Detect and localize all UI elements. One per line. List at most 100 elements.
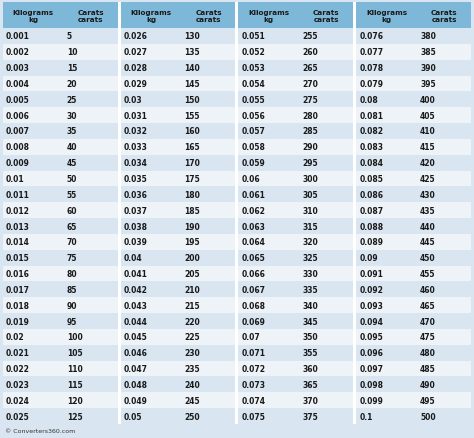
Text: 185: 185: [184, 206, 201, 215]
Text: 0.032: 0.032: [124, 127, 147, 136]
Text: © Converters360.com: © Converters360.com: [5, 428, 75, 434]
Text: 0.022: 0.022: [6, 364, 30, 373]
Bar: [121, 124, 236, 140]
Text: 0.059: 0.059: [241, 159, 265, 168]
Bar: [118, 3, 121, 424]
Bar: [3, 392, 118, 408]
Bar: [356, 45, 471, 60]
Text: Kilograms
kg: Kilograms kg: [366, 10, 407, 22]
Text: 485: 485: [420, 364, 436, 373]
Bar: [356, 234, 471, 250]
Text: 80: 80: [67, 269, 77, 279]
Bar: [238, 45, 353, 60]
Bar: [238, 329, 353, 345]
Text: 145: 145: [184, 80, 200, 89]
Bar: [356, 60, 471, 76]
Text: 0.09: 0.09: [359, 254, 378, 262]
Text: 0.088: 0.088: [359, 222, 383, 231]
Text: 240: 240: [184, 380, 201, 389]
Text: 0.026: 0.026: [124, 32, 147, 41]
Bar: [3, 155, 118, 171]
Text: 440: 440: [420, 222, 436, 231]
Text: 0.016: 0.016: [6, 269, 30, 279]
Text: 195: 195: [184, 238, 200, 247]
Text: 0.083: 0.083: [359, 143, 383, 152]
Text: 0.049: 0.049: [124, 396, 147, 405]
Text: 445: 445: [420, 238, 436, 247]
Text: 55: 55: [67, 191, 77, 199]
Text: 345: 345: [302, 317, 318, 326]
Bar: [121, 329, 236, 345]
Text: 0.087: 0.087: [359, 206, 383, 215]
Text: 315: 315: [302, 222, 318, 231]
Text: Kilograms
kg: Kilograms kg: [13, 10, 54, 22]
Text: 305: 305: [302, 191, 318, 199]
Text: 0.051: 0.051: [241, 32, 265, 41]
Text: 0.064: 0.064: [241, 238, 265, 247]
Bar: [121, 3, 236, 29]
Text: 0.028: 0.028: [124, 64, 148, 73]
Bar: [121, 29, 236, 45]
Bar: [121, 282, 236, 297]
Bar: [238, 392, 353, 408]
Bar: [356, 408, 471, 424]
Bar: [3, 76, 118, 92]
Bar: [238, 408, 353, 424]
Bar: [121, 140, 236, 155]
Text: 75: 75: [67, 254, 77, 262]
Bar: [121, 266, 236, 282]
Text: 0.024: 0.024: [6, 396, 30, 405]
Bar: [356, 124, 471, 140]
Bar: [121, 171, 236, 187]
Text: 0.01: 0.01: [6, 175, 25, 184]
Text: Kilograms
kg: Kilograms kg: [248, 10, 290, 22]
Text: 0.038: 0.038: [124, 222, 148, 231]
Text: 35: 35: [67, 127, 77, 136]
Text: 85: 85: [67, 285, 77, 294]
Bar: [121, 314, 236, 329]
Text: 0.018: 0.018: [6, 301, 30, 310]
Text: 425: 425: [420, 175, 436, 184]
Text: 370: 370: [302, 396, 318, 405]
Text: 0.061: 0.061: [241, 191, 265, 199]
Text: 0.015: 0.015: [6, 254, 30, 262]
Text: 180: 180: [184, 191, 201, 199]
Bar: [3, 60, 118, 76]
Text: 70: 70: [67, 238, 77, 247]
Bar: [121, 345, 236, 361]
Text: 295: 295: [302, 159, 318, 168]
Bar: [356, 92, 471, 108]
Text: 235: 235: [184, 364, 200, 373]
Bar: [356, 187, 471, 203]
Text: 50: 50: [67, 175, 77, 184]
Bar: [238, 140, 353, 155]
Text: 285: 285: [302, 127, 318, 136]
Text: 0.07: 0.07: [241, 332, 260, 342]
Text: 170: 170: [184, 159, 201, 168]
Text: 105: 105: [67, 348, 82, 357]
Text: 0.073: 0.073: [241, 380, 265, 389]
Text: Carats
carats: Carats carats: [195, 10, 222, 22]
Text: 470: 470: [420, 317, 436, 326]
Text: 0.062: 0.062: [241, 206, 265, 215]
Bar: [3, 297, 118, 314]
Bar: [238, 282, 353, 297]
Bar: [238, 92, 353, 108]
Bar: [3, 140, 118, 155]
Text: 0.066: 0.066: [241, 269, 265, 279]
Text: 265: 265: [302, 64, 318, 73]
Text: 0.053: 0.053: [241, 64, 265, 73]
Bar: [3, 234, 118, 250]
Bar: [238, 3, 353, 29]
Bar: [3, 92, 118, 108]
Text: 190: 190: [184, 222, 201, 231]
Text: 365: 365: [302, 380, 318, 389]
Text: 0.092: 0.092: [359, 285, 383, 294]
Text: 0.039: 0.039: [124, 238, 147, 247]
Text: 320: 320: [302, 238, 318, 247]
Bar: [238, 203, 353, 219]
Bar: [3, 329, 118, 345]
Bar: [356, 250, 471, 266]
Text: 310: 310: [302, 206, 318, 215]
Text: 0.002: 0.002: [6, 48, 30, 57]
